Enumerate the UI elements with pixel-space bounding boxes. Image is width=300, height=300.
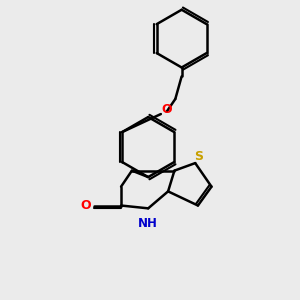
Text: S: S	[194, 150, 203, 163]
Text: NH: NH	[138, 217, 158, 230]
Text: O: O	[80, 199, 91, 212]
Text: O: O	[161, 103, 172, 116]
